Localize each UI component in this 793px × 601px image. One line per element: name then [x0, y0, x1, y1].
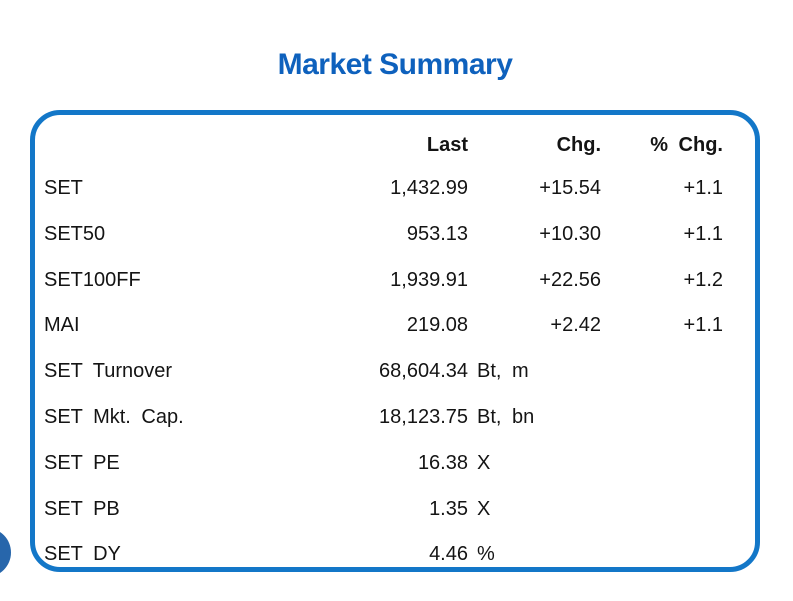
row-label: MAI	[44, 314, 80, 337]
row-last-value: 4.46	[429, 543, 468, 566]
row-label: SET DY	[44, 543, 121, 566]
row-unit: X	[477, 497, 491, 520]
row-last-value: 1,939.91	[390, 268, 468, 291]
row-pct-chg-value: +1.2	[683, 268, 723, 291]
row-last-value: 16.38	[417, 451, 468, 474]
row-last-value: 1.35	[429, 497, 468, 520]
row-last-value: 68,604.34	[379, 360, 468, 383]
row-label: SET	[44, 177, 83, 199]
row-pct-chg-value: +1.1	[683, 222, 723, 245]
row-last-value: 953.13	[406, 222, 468, 245]
row-label: SET Mkt. Cap.	[44, 406, 184, 428]
row-last-value: 1,432.99	[390, 177, 468, 199]
header-chg: Chg.	[556, 134, 601, 156]
table-row: SET DY 4.46%	[0, 542, 793, 566]
table-row: MAI 219.08 +2.42 +1.1	[0, 313, 793, 337]
row-label: SET100FF	[44, 268, 141, 291]
row-label: SET Turnover	[44, 360, 173, 383]
row-chg-value: +2.42	[550, 314, 601, 337]
row-last-value: 219.08	[406, 314, 468, 337]
row-unit: X	[477, 451, 491, 474]
row-label: SET PE	[44, 451, 120, 474]
table-row: SET Mkt. Cap. 18,123.75 Bt, bn	[0, 405, 793, 429]
table-row: SET PB 1.35 X	[0, 497, 793, 521]
table-row: SET Turnover 68,604.34 Bt, m	[0, 359, 793, 383]
row-chg-value: +15.54	[539, 177, 601, 199]
table-header-row: Last Chg. % Chg.	[0, 133, 793, 157]
row-label: SET PB	[44, 497, 120, 520]
row-label: SET50	[44, 222, 106, 245]
row-pct-chg-value: +1.1	[683, 177, 723, 199]
row-unit: Bt, bn	[477, 406, 535, 428]
row-chg-value: +22.56	[539, 268, 601, 291]
row-chg-value: +10.30	[539, 222, 601, 245]
row-unit: Bt, m	[477, 360, 529, 383]
page-title: Market Summary	[277, 48, 513, 81]
table-row: SET100FF 1,939.91 +22.56 +1.2	[0, 268, 793, 292]
row-unit: %	[477, 543, 495, 566]
header-last: Last	[426, 134, 468, 156]
table-row: SET50 953.13 +10.30 +1.1	[0, 222, 793, 246]
row-pct-chg-value: +1.1	[683, 314, 723, 337]
table-row: SET 1,432.99 +15.54 +1.1	[0, 176, 793, 200]
decorative-circle	[0, 528, 11, 577]
header-pct-chg: % Chg.	[650, 134, 723, 156]
row-last-value: 18,123.75	[379, 406, 468, 428]
table-row: SET PE 16.38 X	[0, 451, 793, 475]
summary-card	[30, 110, 760, 572]
